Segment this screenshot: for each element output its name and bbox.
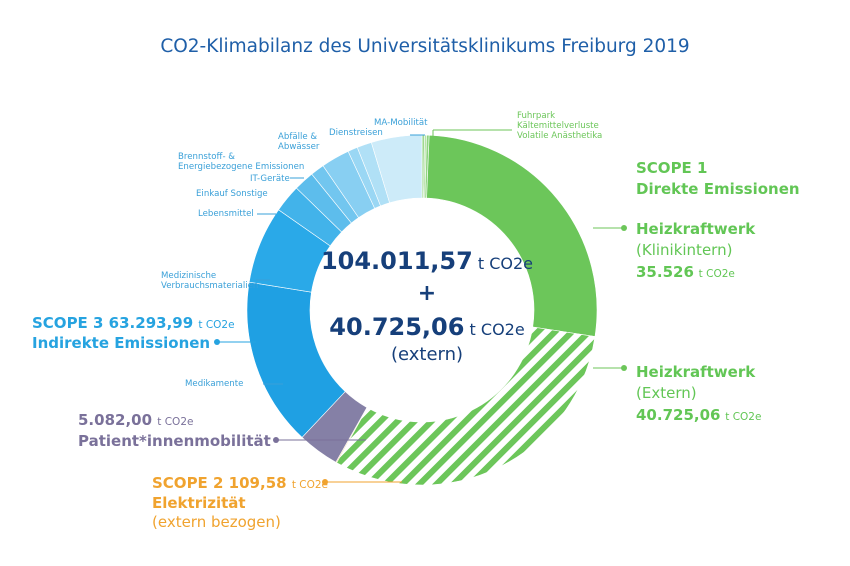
donut-segment-4 <box>336 326 596 486</box>
scope2-title: SCOPE 2 109,58 <box>152 474 287 492</box>
hkw-ext-sub: (Extern) <box>636 384 697 402</box>
center-total-unit: t CO2e <box>477 254 534 273</box>
center-extern-unit: t CO2e <box>469 320 525 339</box>
center-extern-label: (extern) <box>390 344 464 365</box>
scope3-title: SCOPE 3 63.293,99 <box>32 314 194 332</box>
label-volatile: Volatile Anästhetika <box>517 131 603 141</box>
donut-segment-3 <box>426 134 598 337</box>
label-dienstreisen: Dienstreisen <box>329 128 383 138</box>
label-einkauf: Einkauf Sonstige <box>196 189 268 199</box>
donut-segment-15 <box>370 134 423 204</box>
label-medikamente: Medikamente <box>185 379 244 389</box>
scope3-unit: t CO2e <box>198 319 235 331</box>
scope2-unit: t CO2e <box>291 479 329 491</box>
hkw-ext-title: Heizkraftwerk <box>636 363 756 381</box>
chart-title: CO2-Klimabilanz des Universitätsklinikum… <box>160 36 690 57</box>
label-brennstoff-2: Energiebezogene Emissionen <box>178 162 305 172</box>
hkw-value: 35.526 <box>636 263 694 281</box>
scope2-title-row: SCOPE 2 109,58 t CO2e <box>152 473 328 495</box>
label-abfaelle-2: Abwässer <box>278 142 320 152</box>
scope3-subtitle: Indirekte Emissionen <box>32 334 211 352</box>
scope3-title-row: SCOPE 3 63.293,99 t CO2e <box>32 313 235 335</box>
hkw-ext-value: 40.725,06 <box>636 406 721 424</box>
patient-value: 5.082,00 <box>78 411 153 429</box>
patient-value-row: 5.082,00 t CO2e <box>78 410 193 432</box>
label-ma-mobilitaet: MA-Mobilität <box>374 118 428 128</box>
scope1-title: SCOPE 1 <box>636 159 708 177</box>
label-kaeltemittel: Kältemittelverluste <box>517 121 599 131</box>
scope2-note: (extern bezogen) <box>152 513 281 531</box>
hkw-unit: t CO2e <box>698 268 735 280</box>
center-extern-value: 40.725,06 <box>329 313 465 341</box>
leader-dot-scope2 <box>322 479 328 485</box>
hkw-value-row: 35.526 t CO2e <box>636 262 735 284</box>
center-total-value: 104.011,57 <box>320 247 473 275</box>
hkw-ext-value-row: 40.725,06 t CO2e <box>636 405 761 427</box>
scope2-subtitle: Elektrizität <box>152 494 246 512</box>
hkw-title: Heizkraftwerk <box>636 220 756 238</box>
patient-label: Patient*innenmobilität <box>78 432 271 450</box>
hkw-sub: (Klinikintern) <box>636 241 733 259</box>
label-it-geraete: IT-Geräte <box>250 174 290 184</box>
hkw-ext-unit: t CO2e <box>725 411 762 423</box>
label-abfaelle-1: Abfälle & <box>278 132 318 142</box>
label-medverb-1: Medizinische <box>161 271 217 281</box>
leader-dot-hkw-ext <box>621 365 627 371</box>
patient-unit: t CO2e <box>157 416 194 428</box>
label-medverb-2: Verbrauchsmaterialien <box>161 281 259 291</box>
center-extern-row: 40.725,06 t CO2e <box>307 313 547 341</box>
label-fuhrpark: Fuhrpark <box>517 111 556 121</box>
label-lebensmittel: Lebensmittel <box>198 209 254 219</box>
center-plus: + <box>417 281 437 306</box>
label-brennstoff-1: Brennstoff- & <box>178 152 235 162</box>
center-total-row: 104.011,57 t CO2e <box>307 247 547 275</box>
leader-dot-scope3 <box>214 339 220 345</box>
scope1-subtitle: Direkte Emissionen <box>636 180 800 198</box>
leader-dot-hkw <box>621 225 627 231</box>
leader-dot-patient <box>273 437 279 443</box>
